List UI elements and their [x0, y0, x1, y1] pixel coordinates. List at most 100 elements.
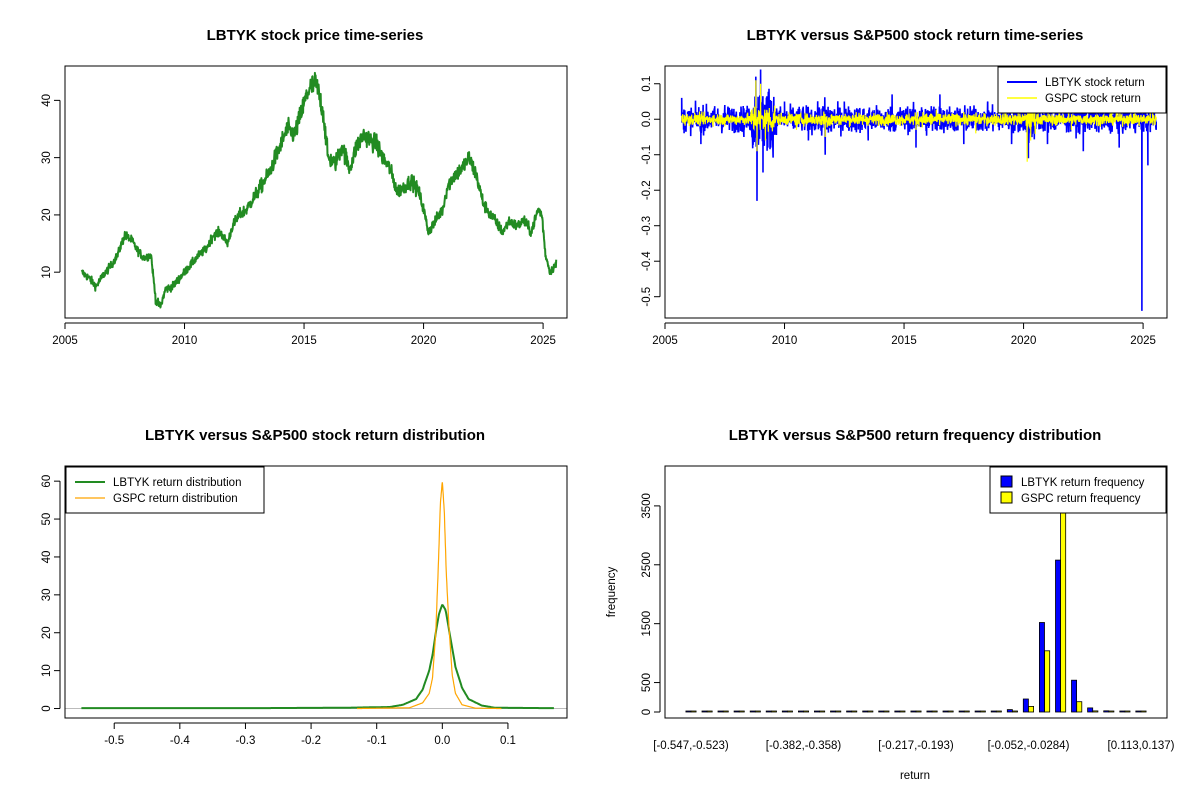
- x-tick-label: 2020: [411, 335, 437, 347]
- legend-box: [65, 466, 265, 514]
- bar-gspc: [1012, 710, 1018, 713]
- bar-gspc: [1140, 710, 1147, 713]
- bar-lbtyk: [1135, 710, 1142, 713]
- chart-title: LBTYK stock price time-series: [207, 27, 424, 44]
- x-tick-label: [-0.547,-0.523): [653, 740, 729, 752]
- bar-lbtyk: [830, 710, 836, 713]
- legend-label-gspc: GSPC stock return: [1045, 93, 1141, 105]
- bar-lbtyk: [781, 710, 788, 713]
- bar-lbtyk: [1119, 710, 1126, 713]
- plot-marks: [685, 499, 1147, 713]
- bar-gspc: [690, 710, 697, 713]
- x-tick-label: 2005: [52, 335, 78, 347]
- bar-lbtyk: [862, 710, 869, 713]
- x-tick-label: 2015: [891, 335, 917, 347]
- bar-lbtyk: [1103, 710, 1110, 713]
- bar-gspc: [1044, 650, 1051, 713]
- bar-lbtyk: [814, 710, 820, 713]
- plot-frame: [664, 465, 1168, 719]
- x-axis-label: return: [900, 770, 930, 782]
- bar-gspc: [819, 710, 826, 713]
- bar-gspc: [963, 710, 970, 713]
- x-tick-label: 2025: [1130, 335, 1156, 347]
- bar-lbtyk: [1071, 679, 1077, 713]
- x-tick-label: -0.5: [104, 735, 124, 747]
- chart-title: LBTYK versus S&P500 stock return distrib…: [145, 427, 485, 444]
- panel-return-frequency: LBTYK versus S&P500 return frequency dis…: [606, 427, 1175, 782]
- bar-gspc: [851, 710, 858, 713]
- y-tick-label: 10: [41, 664, 53, 677]
- y-tick-label: 30: [41, 588, 53, 601]
- bar-lbtyk: [701, 710, 708, 713]
- y-tick-label: 50: [41, 513, 53, 526]
- x-tick-label: [-0.052,-0.0284): [988, 740, 1070, 752]
- bar-gspc: [1108, 710, 1115, 713]
- legend-box: [989, 466, 1167, 514]
- x-tick-label: -0.2: [301, 735, 321, 747]
- bar-lbtyk: [990, 710, 997, 713]
- bar-gspc: [722, 710, 729, 713]
- x-tick-label: 2015: [291, 335, 317, 347]
- bar-lbtyk: [926, 710, 933, 713]
- bar-lbtyk: [974, 710, 981, 713]
- bar-gspc: [979, 710, 986, 713]
- x-tick-label: 2010: [172, 335, 198, 347]
- x-tick-label: [-0.217,-0.193): [878, 740, 954, 752]
- y-tick-label: 20: [41, 209, 53, 222]
- bar-gspc: [738, 710, 745, 713]
- bar-lbtyk: [910, 710, 917, 713]
- bar-gspc: [1076, 701, 1083, 713]
- bar-gspc: [1060, 499, 1067, 713]
- bar-gspc: [787, 710, 793, 713]
- bar-gspc: [1124, 710, 1131, 713]
- legend-swatch-lbtyk: [1000, 475, 1013, 488]
- series-line-gspc-density: [356, 482, 502, 710]
- bar-gspc: [835, 710, 842, 713]
- series-line-lbtyk-density: [81, 604, 555, 710]
- y-tick-label: 0.0: [641, 111, 653, 127]
- plot-marks: [80, 71, 558, 309]
- y-tick-label: 30: [41, 151, 53, 164]
- plot-marks: [65, 482, 567, 710]
- x-tick-label: -0.1: [367, 735, 387, 747]
- legend: LBTYK return frequency GSPC return frequ…: [989, 466, 1167, 514]
- series-line-gspc-return: [681, 80, 1157, 162]
- bar-gspc: [1092, 710, 1099, 713]
- x-tick-label: 0.0: [434, 735, 450, 747]
- y-tick-label: 2500: [641, 552, 653, 578]
- x-tick-label: 2020: [1011, 335, 1037, 347]
- y-tick-label: 0.1: [641, 76, 653, 92]
- plot-marks: [680, 69, 1157, 311]
- x-tick-label: 0.1: [500, 735, 516, 747]
- plot-frame: [664, 65, 1168, 319]
- bar-lbtyk: [733, 710, 740, 713]
- y-tick-label: 0: [641, 709, 653, 715]
- bar-lbtyk: [798, 710, 804, 713]
- y-axis-label: frequency: [606, 567, 618, 618]
- x-tick-label: [-0.382,-0.358): [766, 740, 842, 752]
- x-tick-label: [0.113,0.137): [1108, 740, 1175, 752]
- y-tick-label: 40: [41, 94, 53, 107]
- bar-gspc: [771, 710, 777, 713]
- bar-gspc: [706, 710, 713, 713]
- bar-gspc: [883, 710, 890, 713]
- plot-frame: [64, 65, 568, 319]
- x-tick-label: 2010: [772, 335, 798, 347]
- legend-label-gspc: GSPC return frequency: [1021, 493, 1141, 505]
- y-tick-label: -0.4: [641, 251, 653, 271]
- axis-ticks: -0.5 -0.4 -0.3 -0.2 -0.1 0.0 0.1 0 10 20 30 40 50 60: [41, 475, 516, 747]
- y-tick-label: 1500: [641, 611, 653, 637]
- bar-lbtyk: [765, 710, 772, 713]
- legend-label-lbtyk: LBTYK return frequency: [1021, 477, 1145, 489]
- bar-lbtyk: [717, 710, 724, 713]
- y-tick-label: 60: [41, 475, 53, 488]
- legend-swatch-gspc: [1000, 491, 1013, 504]
- x-tick-label: -0.3: [236, 735, 256, 747]
- bar-lbtyk: [1006, 709, 1013, 713]
- panel-return-timeseries: LBTYK versus S&P500 stock return time-se…: [641, 27, 1168, 347]
- y-tick-label: 0: [41, 705, 53, 711]
- bar-gspc: [947, 710, 954, 713]
- legend: LBTYK stock return GSPC stock return: [997, 66, 1167, 114]
- bar-gspc: [915, 710, 922, 713]
- legend: LBTYK return distribution GSPC return di…: [65, 466, 265, 514]
